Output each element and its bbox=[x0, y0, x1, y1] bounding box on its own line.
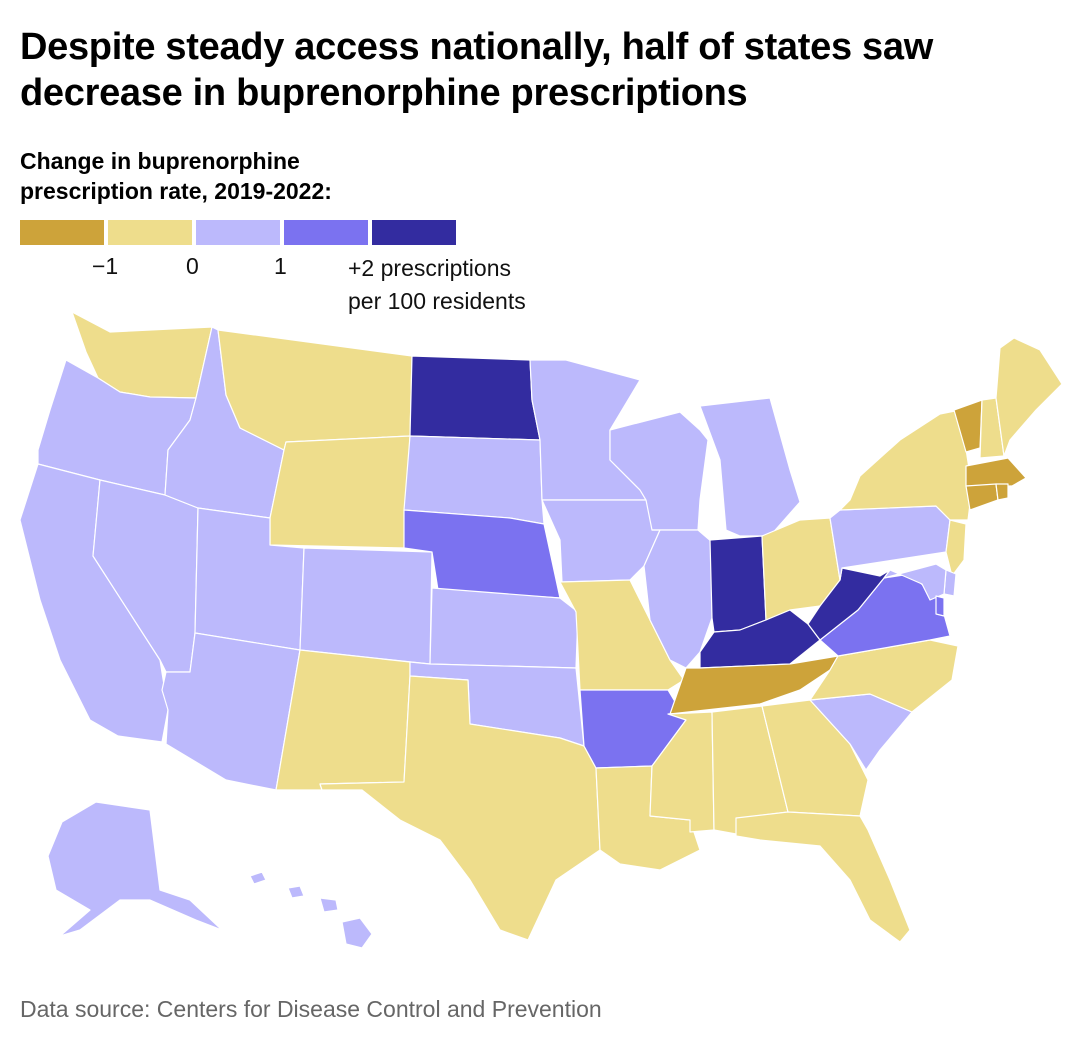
state-NJ[interactable] bbox=[945, 519, 967, 577]
state-ME[interactable] bbox=[995, 337, 1063, 457]
legend-tick-plus-2: +2 prescriptions per 100 residents bbox=[348, 252, 526, 318]
legend-title: Change in buprenorphine prescription rat… bbox=[20, 146, 332, 206]
title-line-2: decrease in buprenorphine prescriptions bbox=[20, 72, 748, 114]
state-WY[interactable] bbox=[269, 435, 411, 549]
state-IA[interactable] bbox=[541, 499, 661, 583]
state-KS[interactable] bbox=[429, 587, 579, 669]
legend-tick-minus-1: −1 bbox=[92, 253, 119, 279]
legend-swatch-above-2 bbox=[372, 220, 456, 245]
state-MI[interactable] bbox=[699, 397, 801, 537]
state-ND[interactable] bbox=[409, 355, 541, 441]
legend-swatch-0-to-1 bbox=[196, 220, 280, 245]
state-WV[interactable] bbox=[807, 567, 891, 641]
legend-tick-plus-2-line-1: +2 prescriptions bbox=[348, 255, 511, 281]
state-NM[interactable] bbox=[275, 649, 411, 791]
legend-title-line-1: Change in buprenorphine bbox=[20, 148, 300, 174]
legend-swatch-minus-1-to-0 bbox=[108, 220, 192, 245]
state-DC[interactable] bbox=[935, 595, 945, 617]
title-line-1: Despite steady access nationally, half o… bbox=[20, 26, 933, 68]
legend-swatch-below-minus-1 bbox=[20, 220, 104, 245]
state-NC[interactable] bbox=[809, 639, 959, 713]
state-CO[interactable] bbox=[299, 547, 433, 665]
state-CT[interactable] bbox=[965, 483, 999, 511]
legend-tick-0: 0 bbox=[186, 253, 199, 279]
state-MT[interactable] bbox=[217, 329, 413, 451]
state-SD[interactable] bbox=[403, 435, 545, 525]
state-HI[interactable] bbox=[249, 871, 373, 949]
data-source: Data source: Centers for Disease Control… bbox=[20, 996, 602, 1022]
state-RI[interactable] bbox=[995, 483, 1009, 501]
legend-tick-1: 1 bbox=[274, 253, 287, 279]
state-FL[interactable] bbox=[735, 811, 911, 943]
state-IN[interactable] bbox=[709, 535, 767, 633]
state-MA[interactable] bbox=[965, 457, 1027, 487]
legend-title-line-2: prescription rate, 2019-2022: bbox=[20, 178, 332, 204]
legend-swatch-1-to-2 bbox=[284, 220, 368, 245]
legend-tick-plus-2-line-2: per 100 residents bbox=[348, 288, 526, 314]
state-AK[interactable] bbox=[47, 801, 223, 937]
us-choropleth-map bbox=[19, 311, 1063, 949]
chart-title: Despite steady access nationally, half o… bbox=[20, 24, 1060, 116]
state-NY[interactable] bbox=[839, 409, 973, 521]
state-TX[interactable] bbox=[319, 675, 601, 941]
